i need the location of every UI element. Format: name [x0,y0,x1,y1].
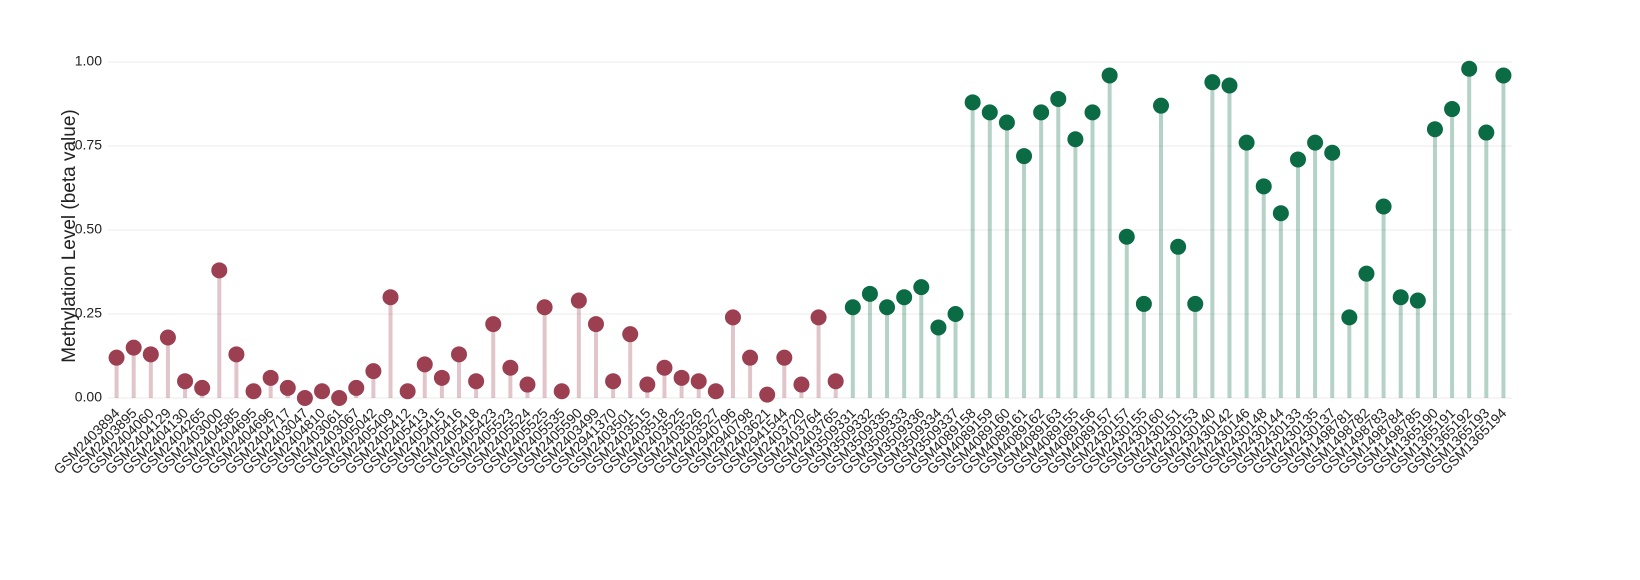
dot [1495,67,1512,84]
dot [587,316,604,333]
dot [570,292,587,309]
dot [776,349,793,366]
dot [125,339,142,356]
dot [998,114,1015,131]
dot [1101,67,1118,84]
dot [228,346,245,363]
dot [553,383,570,400]
dot [108,349,125,366]
dot [844,299,861,316]
y-tick-label: 1.00 [75,53,102,69]
dot [519,376,536,393]
dot [142,346,159,363]
dot [1324,144,1341,161]
dot [536,299,553,316]
dot [690,373,707,390]
dot [759,386,776,403]
dot [1221,77,1238,94]
dot [896,289,913,306]
dot [1392,289,1409,306]
dot [502,359,519,376]
dot [194,379,211,396]
y-tick-label: 0.50 [75,221,102,237]
y-tick-label: 0.25 [75,305,102,321]
dot [724,309,741,326]
dot [1358,265,1375,282]
dot [1238,134,1255,151]
dot [485,316,502,333]
dot [1067,131,1084,148]
dot [861,285,878,302]
dot [793,376,810,393]
dot [1033,104,1050,121]
dot [1084,104,1101,121]
dot [1170,238,1187,255]
dot [656,359,673,376]
dot [1444,101,1461,118]
dot [605,373,622,390]
dot [331,390,348,406]
dot [399,383,416,400]
dot [1426,121,1443,138]
dot [348,379,365,396]
dot [879,299,896,316]
dot [296,390,313,406]
dot [981,104,998,121]
dot [827,373,844,390]
dot [177,373,194,390]
dot [1289,151,1306,168]
dot [262,369,279,386]
dot [416,356,433,373]
dot [742,349,759,366]
y-axis-label: Methylation Level (beta value) [59,109,80,362]
dot [964,94,981,111]
dot [913,279,930,296]
dot [279,379,296,396]
dot [1050,90,1067,107]
dot [707,383,724,400]
dot [211,262,228,279]
dot [1307,134,1324,151]
dot [365,363,382,380]
dot [245,383,262,400]
dot [1118,228,1135,245]
dot [622,326,639,343]
dot [1478,124,1495,141]
dot [1272,205,1289,222]
dot [1204,74,1221,91]
dot [1341,309,1358,326]
dot [947,306,964,322]
dot [1375,198,1392,215]
dot [1135,295,1152,312]
dot [159,329,176,346]
dot [382,289,399,306]
dot [433,369,450,386]
dot [930,319,947,336]
y-tick-label: 0.00 [75,389,102,405]
dot [1153,97,1169,114]
dot [451,346,467,363]
y-tick-label: 0.75 [75,137,102,153]
dot [673,369,690,386]
dot [810,309,827,326]
dot [314,383,331,400]
dot [1255,178,1272,195]
dot [468,373,485,390]
dot [1409,292,1426,309]
dot [1187,295,1204,312]
dot [639,376,656,393]
dot [1461,60,1478,77]
dot [1016,148,1033,165]
